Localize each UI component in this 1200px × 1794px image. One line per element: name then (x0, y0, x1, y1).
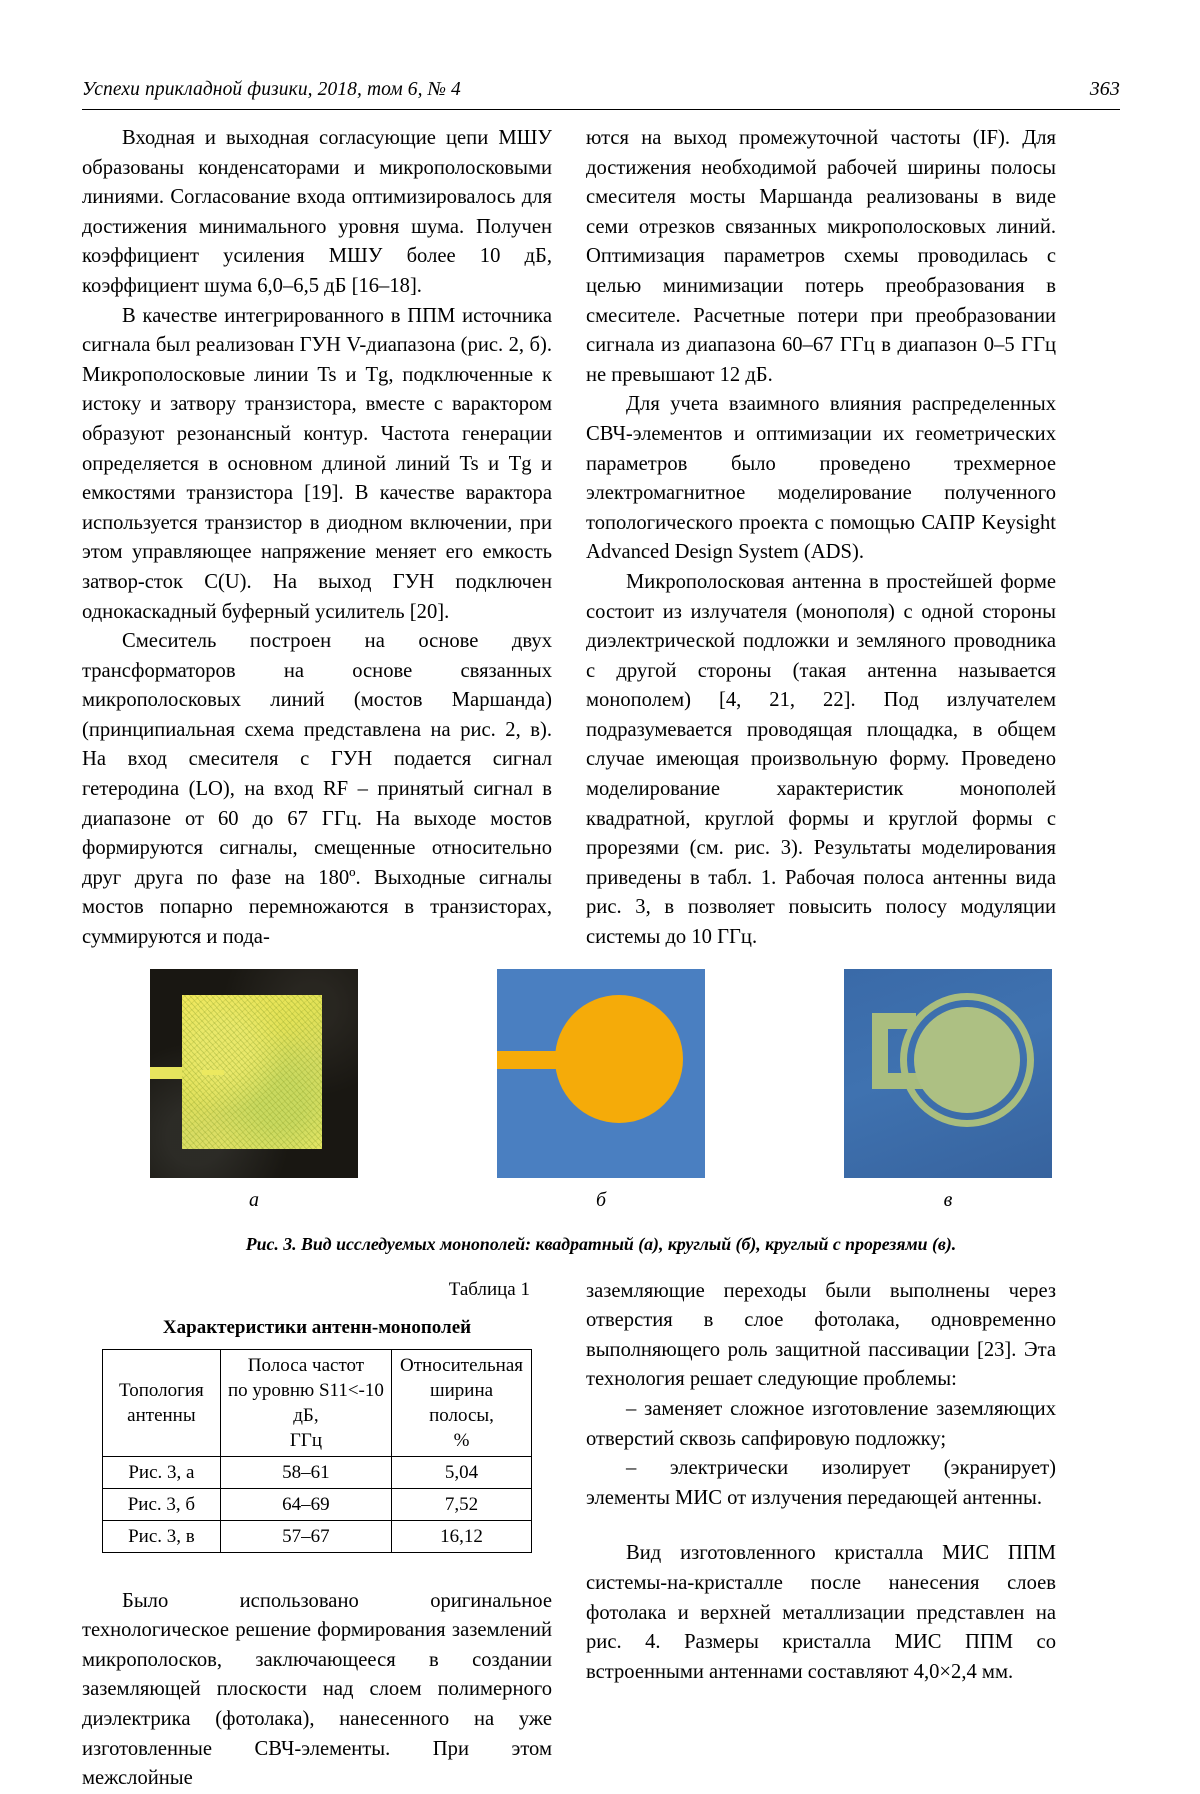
header-line: ГГц (289, 1429, 322, 1451)
cell-relative-width: 5,04 (391, 1455, 532, 1489)
paragraph: Входная и выходная согласующие цепи МШУ … (82, 127, 552, 297)
column-header-frequency-band: Полоса частот по уровню S11<-10 дБ, ГГц (219, 1348, 393, 1457)
round-monopole-layout (497, 968, 705, 1178)
cell-relative-width: 7,52 (391, 1487, 532, 1521)
header-line: Топология (119, 1379, 204, 1401)
figure-panel-b: б (497, 968, 705, 1212)
bullet-item: – электрически изолирует (экранирует) эл… (586, 1457, 1056, 1509)
bullet-item: – заменяет сложное изготовление заземляю… (586, 1398, 1056, 1450)
table-title: Характеристики антенн-монополей (162, 1316, 472, 1338)
spacer (82, 1553, 552, 1587)
figure-panel-c: в (844, 968, 1052, 1212)
header-line: по уровню S11<-10 дБ, (227, 1379, 384, 1426)
table-row: Рис. 3, в 57–67 16,12 (102, 1519, 532, 1553)
header-line: % (453, 1429, 470, 1451)
right-column-top: ются на выход промежуточной частоты (IF)… (586, 124, 1056, 953)
lower-columns: Таблица 1 Характеристики антенн-монополе… (82, 1277, 1120, 1794)
right-column-bottom: заземляющие переходы были выполнены чере… (586, 1277, 1056, 1688)
paragraph: В качестве интегрированного в ППМ источн… (82, 304, 552, 623)
paragraph: Смеситель построен на основе двух трансф… (82, 630, 552, 949)
header-line: Относительная (400, 1354, 524, 1376)
spacer (586, 1513, 1056, 1539)
table-header-row: Топология антенны Полоса частот по уровн… (102, 1348, 532, 1457)
paragraph: Вид изготовленного кристалла МИС ППМ сис… (586, 1542, 1056, 1683)
antenna-characteristics-table: Топология антенны Полоса частот по уровн… (102, 1348, 532, 1553)
figure-label-a: а (249, 1188, 259, 1211)
header-line: ширина полосы, (429, 1379, 494, 1426)
paragraph: заземляющие переходы были выполнены чере… (586, 1279, 1056, 1391)
paragraph: ются на выход промежуточной частоты (IF)… (586, 127, 1056, 386)
table-row: Рис. 3, б 64–69 7,52 (102, 1487, 532, 1521)
running-head: Успехи прикладной физики, 2018, том 6, №… (82, 78, 1120, 107)
feed-gap-icon (202, 1069, 224, 1075)
document-page: Успехи прикладной физики, 2018, том 6, №… (82, 78, 1120, 1789)
slotted-round-monopole-photo (844, 968, 1052, 1178)
paragraph: Микрополосковая антенна в простейшей фор… (586, 570, 1056, 949)
cell-band: 64–69 (219, 1487, 393, 1521)
figure-3: а б в Рис. 3. Вид исслед (82, 968, 1120, 1255)
feed-stub-vertical (872, 1012, 888, 1089)
left-column-bottom: Таблица 1 Характеристики антенн-монополе… (82, 1277, 552, 1794)
figure-caption: Рис. 3. Вид исследуемых монополей: квадр… (245, 1233, 957, 1254)
column-header-relative-width: Относительная ширина полосы, % (391, 1348, 532, 1457)
page-number: 363 (1089, 78, 1120, 100)
cell-topology: Рис. 3, а (102, 1455, 221, 1489)
paragraph: Для учета взаимного влияния распределенн… (586, 393, 1056, 564)
cell-band: 58–61 (219, 1455, 393, 1489)
header-rule (82, 109, 1120, 110)
header-line: антенны (127, 1404, 196, 1426)
slot-ring (900, 992, 1034, 1127)
paragraph: Было использовано оригинальное технологи… (82, 1589, 552, 1790)
cell-topology: Рис. 3, в (102, 1519, 221, 1553)
cell-relative-width: 16,12 (391, 1519, 532, 1553)
left-column-top: Входная и выходная согласующие цепи МШУ … (82, 124, 552, 953)
circular-patch (914, 1006, 1020, 1113)
column-header-topology: Топология антенны (102, 1348, 221, 1457)
figure-panel-a: а (150, 968, 358, 1212)
header-line: Полоса частот (247, 1354, 365, 1376)
circular-patch (555, 994, 683, 1123)
upper-columns: Входная и выходная согласующие цепи МШУ … (82, 124, 1120, 953)
journal-title: Успехи прикладной физики, 2018, том 6, №… (82, 79, 461, 100)
cell-topology: Рис. 3, б (102, 1487, 221, 1521)
table-row: Рис. 3, а 58–61 5,04 (102, 1455, 532, 1489)
cell-band: 57–67 (219, 1519, 393, 1553)
figure-label-c: в (943, 1188, 953, 1211)
figure-image-row: а б в (82, 968, 1120, 1212)
square-monopole-photo (150, 968, 358, 1178)
figure-label-b: б (595, 1188, 607, 1211)
table-number-label: Таблица 1 (448, 1278, 530, 1300)
